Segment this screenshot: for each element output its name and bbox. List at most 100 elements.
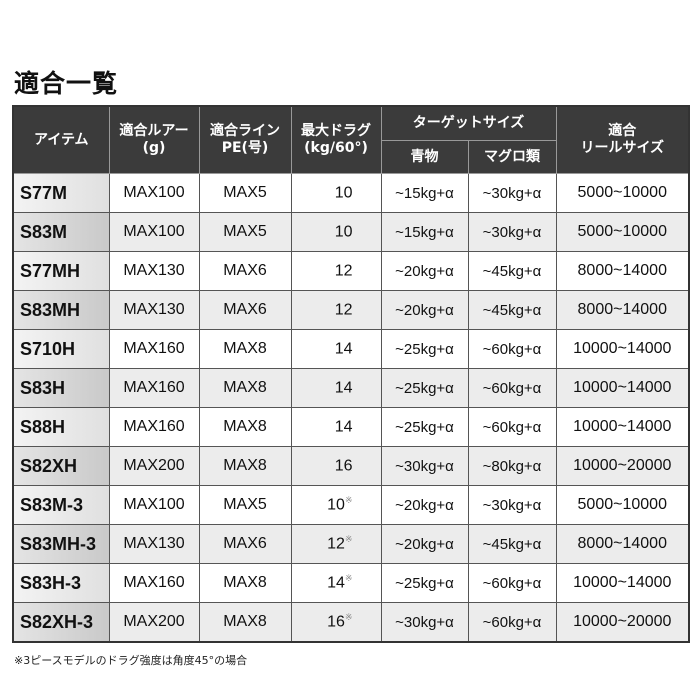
cell-item: S82XH [12,446,110,486]
cell-target-blue: ~20kg+α [380,485,469,525]
cell-drag: 16 [290,446,382,486]
cell-reel: 10000~14000 [555,563,690,603]
cell-reel: 5000~10000 [555,485,690,525]
cell-target-blue: ~15kg+α [380,212,469,252]
cell-target-tuna: ~30kg+α [467,212,557,252]
header-target-tuna: マグロ類 [467,140,557,174]
cell-target-tuna: ~60kg+α [467,602,557,643]
table-row: S83MH-3 MAX130 MAX6 12※ ~20kg+α ~45kg+α 8000~1… [12,524,690,564]
cell-target-blue: ~30kg+α [380,602,469,643]
cell-item: S77M [12,173,110,213]
cell-target-tuna: ~60kg+α [467,563,557,603]
cell-reel: 10000~20000 [555,602,690,643]
cell-item: S83MH [12,290,110,330]
cell-drag: 10※ [290,485,382,525]
table-row: S83MH MAX130 MAX6 12 ~20kg+α ~45kg+α 8000~1400… [12,290,690,330]
cell-target-blue: ~15kg+α [380,173,469,213]
cell-target-blue: ~20kg+α [380,251,469,291]
compatibility-table: アイテム 適合ルアー (g) 適合ライン PE(号) 最大ドラグ (kg/60°) タ… [12,105,690,643]
cell-reel: 5000~10000 [555,173,690,213]
cell-line: MAX5 [198,173,292,213]
cell-drag: 10 [290,173,382,213]
cell-line: MAX8 [198,446,292,486]
cell-drag: 12※ [290,524,382,564]
cell-lure: MAX130 [108,251,200,291]
cell-lure: MAX160 [108,368,200,408]
drag-note-mark: ※ [344,495,353,506]
table-row: S77M MAX100 MAX5 10 ~15kg+α ~30kg+α 5000~10000 [12,173,690,213]
cell-item: S83MH-3 [12,524,110,564]
cell-target-blue: ~25kg+α [380,407,469,447]
cell-item: S710H [12,329,110,369]
footnote: ※3ピースモデルのドラグ強度は角度45°の場合 [14,654,248,667]
cell-item: S82XH-3 [12,602,110,643]
cell-drag: 16※ [290,602,382,643]
cell-line: MAX5 [198,212,292,252]
cell-item: S88H [12,407,110,447]
header-lure: 適合ルアー (g) [108,105,200,174]
cell-drag: 14※ [290,563,382,603]
cell-target-tuna: ~45kg+α [467,290,557,330]
cell-reel: 10000~20000 [555,446,690,486]
cell-lure: MAX100 [108,212,200,252]
drag-note-mark: ※ [344,612,353,623]
table-row: S83H-3 MAX160 MAX8 14※ ~25kg+α ~60kg+α 10000~1… [12,563,690,603]
cell-target-blue: ~20kg+α [380,290,469,330]
header-target-blue: 青物 [380,140,469,174]
cell-item: S83M-3 [12,485,110,525]
cell-drag: 14 [290,368,382,408]
header-drag: 最大ドラグ (kg/60°) [290,105,382,174]
cell-item: S83M [12,212,110,252]
table-row: S88H MAX160 MAX8 14 ~25kg+α ~60kg+α 10000~1400… [12,407,690,447]
table-row: S83M-3 MAX100 MAX5 10※ ~20kg+α ~30kg+α 5000~10… [12,485,690,525]
cell-target-tuna: ~80kg+α [467,446,557,486]
cell-target-tuna: ~60kg+α [467,329,557,369]
cell-reel: 10000~14000 [555,329,690,369]
cell-item: S83H [12,368,110,408]
table-row: S82XH MAX200 MAX8 16 ~30kg+α ~80kg+α 10000~200… [12,446,690,486]
cell-reel: 8000~14000 [555,524,690,564]
cell-lure: MAX160 [108,329,200,369]
cell-reel: 10000~14000 [555,407,690,447]
table-row: S83H MAX160 MAX8 14 ~25kg+α ~60kg+α 10000~1400… [12,368,690,408]
cell-line: MAX8 [198,602,292,643]
cell-line: MAX5 [198,485,292,525]
cell-line: MAX8 [198,407,292,447]
cell-item: S77MH [12,251,110,291]
cell-reel: 8000~14000 [555,290,690,330]
cell-drag: 12 [290,251,382,291]
cell-reel: 8000~14000 [555,251,690,291]
cell-target-blue: ~20kg+α [380,524,469,564]
cell-target-tuna: ~45kg+α [467,524,557,564]
cell-target-tuna: ~60kg+α [467,368,557,408]
cell-lure: MAX200 [108,602,200,643]
cell-line: MAX8 [198,563,292,603]
cell-reel: 5000~10000 [555,212,690,252]
cell-lure: MAX100 [108,485,200,525]
cell-target-tuna: ~60kg+α [467,407,557,447]
cell-lure: MAX100 [108,173,200,213]
cell-target-blue: ~25kg+α [380,368,469,408]
cell-line: MAX8 [198,368,292,408]
table-row: S77MH MAX130 MAX6 12 ~20kg+α ~45kg+α 8000~1400… [12,251,690,291]
table-row: S710H MAX160 MAX8 14 ~25kg+α ~60kg+α 10000~140… [12,329,690,369]
cell-target-tuna: ~30kg+α [467,485,557,525]
cell-lure: MAX130 [108,524,200,564]
cell-line: MAX6 [198,251,292,291]
header-item: アイテム [12,105,110,174]
table-row: S82XH-3 MAX200 MAX8 16※ ~30kg+α ~60kg+α 10000~… [12,602,690,643]
header-line: 適合ライン PE(号) [198,105,292,174]
drag-note-mark: ※ [344,573,353,584]
cell-drag: 14 [290,329,382,369]
header-reel: 適合 リールサイズ [555,105,690,174]
cell-drag: 12 [290,290,382,330]
cell-target-tuna: ~45kg+α [467,251,557,291]
cell-target-blue: ~25kg+α [380,329,469,369]
table-row: S83M MAX100 MAX5 10 ~15kg+α ~30kg+α 5000~10000 [12,212,690,252]
cell-line: MAX6 [198,524,292,564]
cell-target-blue: ~30kg+α [380,446,469,486]
cell-target-tuna: ~30kg+α [467,173,557,213]
cell-target-blue: ~25kg+α [380,563,469,603]
cell-lure: MAX130 [108,290,200,330]
header-target: ターゲットサイズ [380,105,557,141]
